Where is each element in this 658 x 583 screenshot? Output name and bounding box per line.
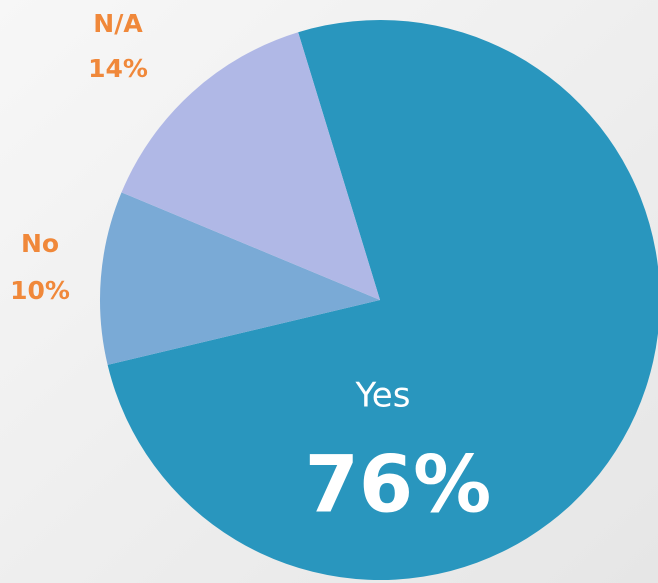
pie-slice [121, 32, 381, 300]
slice-name: Yes [355, 376, 411, 416]
slice-name: No [21, 229, 59, 258]
slice-value-label: 10% [10, 276, 70, 305]
slice-value-label: 76% [305, 440, 492, 530]
slice-value-label: 14% [88, 54, 148, 83]
slice-name: N/A [93, 9, 143, 38]
pie-slice [107, 20, 658, 580]
pie-slice [100, 192, 381, 365]
